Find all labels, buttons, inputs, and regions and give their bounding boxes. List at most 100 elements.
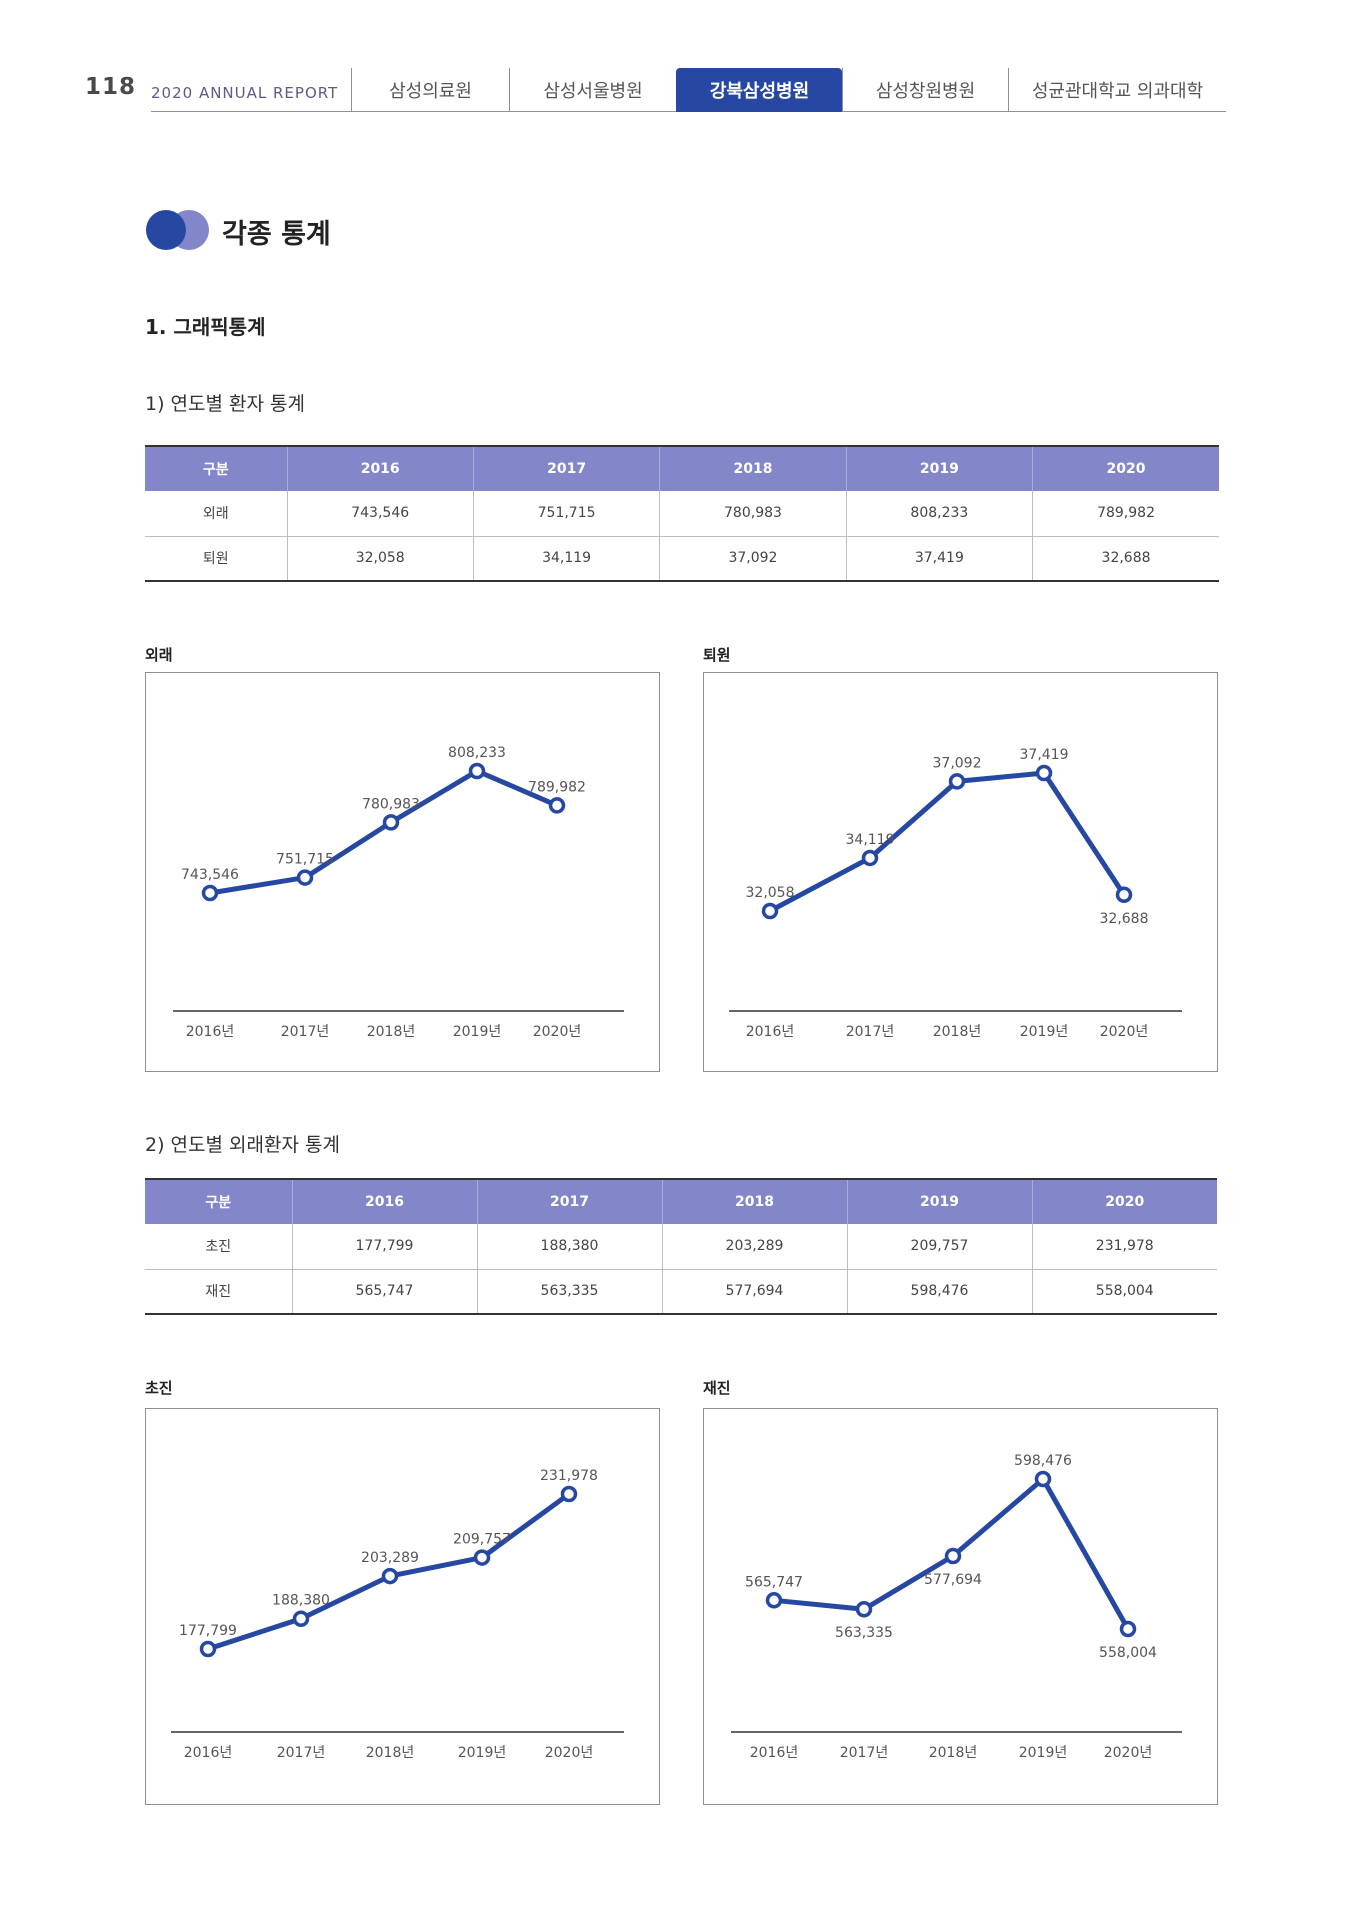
- x-tick-label: 2019년: [1020, 1024, 1069, 1040]
- data-label: 563,335: [835, 1625, 893, 1641]
- table-row: 초진 177,799 188,380 203,289 209,757 231,9…: [145, 1224, 1217, 1269]
- table-header-cell: 2016: [292, 1179, 478, 1224]
- report-title: 2020 ANNUAL REPORT: [151, 84, 339, 102]
- table-cell: 558,004: [1032, 1268, 1217, 1314]
- nav-tab-kangbuk-samsung-hospital[interactable]: 강북삼성병원: [676, 68, 842, 112]
- data-label: 32,688: [1100, 911, 1149, 927]
- table-header-cell: 2016: [287, 446, 474, 491]
- table-header-cell: 2019: [846, 446, 1034, 491]
- chart-title-first-visit: 초진: [145, 1379, 173, 1397]
- table-cell: 209,757: [847, 1224, 1033, 1269]
- nav-tab-samsung-seoul-hospital[interactable]: 삼성서울병원: [509, 68, 676, 112]
- data-label: 743,546: [181, 867, 239, 883]
- table-row: 재진 565,747 563,335 577,694 598,476 558,0…: [145, 1268, 1217, 1314]
- discharge-line-chart: 32,058 2016년 34,119 2017년 37,092 2018년 37,419 2…: [729, 747, 1182, 1040]
- data-label: 751,715: [276, 852, 334, 868]
- data-label: 780,983: [362, 796, 420, 812]
- section-title: 각종 통계: [222, 219, 331, 250]
- table2-title: 2) 연도별 외래환자 통계: [145, 1134, 340, 1156]
- data-point: [1115, 886, 1133, 904]
- table-header-cell: 2020: [1032, 1179, 1217, 1224]
- hospital-nav: 삼성의료원 삼성서울병원 강북삼성병원 삼성창원병원 성균관대학교 의과대학: [351, 68, 1226, 112]
- table-cell: 37,419: [846, 535, 1034, 581]
- x-tick-label: 2017년: [840, 1745, 889, 1761]
- data-point: [861, 849, 879, 867]
- page-number: 118: [85, 74, 137, 100]
- data-point: [948, 773, 966, 790]
- data-label: 558,004: [1099, 1645, 1157, 1661]
- data-point: [381, 1567, 399, 1585]
- data-point: [765, 1592, 783, 1609]
- data-point: [548, 797, 566, 814]
- x-tick-label: 2016년: [746, 1024, 795, 1040]
- table-header-cell: 2017: [477, 1179, 663, 1224]
- x-tick-label: 2018년: [933, 1024, 982, 1040]
- table-header-cell: 구분: [145, 446, 288, 491]
- discharge-chart: 32,058 2016년 34,119 2017년 37,092 2018년 37,419 2…: [703, 672, 1218, 1072]
- table-header-cell: 구분: [145, 1179, 293, 1224]
- outpatient-line-chart: 743,546 2016년 751,715 2017년 780,983 2018년 808,…: [173, 745, 624, 1040]
- patient-stats-table: 구분 2016 2017 2018 2019 2020 외래 743,546 7…: [145, 445, 1219, 582]
- table-cell: 743,546: [287, 491, 474, 536]
- nav-tab-samsung-changwon-hospital[interactable]: 삼성창원병원: [842, 68, 1008, 112]
- table-header-cell: 2020: [1032, 446, 1219, 491]
- series-line: [767, 770, 1127, 914]
- data-label: 32,058: [746, 885, 795, 901]
- data-label: 565,747: [745, 1574, 803, 1590]
- nav-tab-skku-medicine[interactable]: 성균관대학교 의과대학: [1008, 68, 1226, 112]
- data-label: 188,380: [272, 1593, 330, 1609]
- section-bullet-icon: [146, 210, 209, 250]
- x-tick-label: 2017년: [281, 1024, 330, 1040]
- first-visit-line-chart: 177,799 2016년 188,380 2017년 203,289 2018년 209,…: [171, 1468, 624, 1761]
- x-tick-label: 2016년: [750, 1745, 799, 1761]
- outpatient-chart: 743,546 2016년 751,715 2017년 780,983 2018년 808,…: [145, 672, 660, 1072]
- data-point: [468, 762, 486, 780]
- data-point: [292, 1610, 310, 1627]
- data-label: 598,476: [1014, 1453, 1072, 1469]
- table-cell: 203,289: [662, 1224, 848, 1269]
- revisit-chart: 565,747 2016년 563,335 2017년 577,694 2018년 598,…: [703, 1408, 1218, 1805]
- table-cell: 789,982: [1097, 505, 1155, 522]
- table-header-cell: 2017: [473, 446, 661, 491]
- nav-tab-samsung-medical-center[interactable]: 삼성의료원: [351, 68, 509, 112]
- table-header-cell: 2018: [659, 446, 847, 491]
- data-point: [1034, 1470, 1052, 1488]
- x-tick-label: 2019년: [1019, 1745, 1068, 1761]
- data-point: [473, 1549, 491, 1566]
- table-header-row: 구분 2016 2017 2018 2019 2020: [145, 1179, 1217, 1224]
- x-tick-label: 2019년: [453, 1024, 502, 1040]
- table-cell: 565,747: [292, 1268, 478, 1314]
- data-point: [855, 1600, 873, 1618]
- data-point: [560, 1485, 578, 1503]
- table-header-cell: 2019: [847, 1179, 1033, 1224]
- table-row: 외래 743,546 751,715 780,983 808,233 789,9…: [145, 491, 1219, 536]
- table-cell: 808,233: [846, 491, 1034, 536]
- table-cell: 34,119: [473, 535, 661, 581]
- data-point: [761, 902, 779, 920]
- table-cell: 퇴원: [145, 535, 288, 581]
- table-cell: 751,715: [473, 491, 661, 536]
- table-header-cell: 2018: [662, 1179, 848, 1224]
- chart-title-revisit: 재진: [703, 1379, 731, 1397]
- chart-title-outpatient: 외래: [145, 646, 173, 664]
- data-label: 37,092: [933, 755, 982, 771]
- table-cell: 177,799: [292, 1224, 478, 1269]
- data-point: [944, 1547, 962, 1565]
- table-cell: 32,688: [1032, 535, 1219, 581]
- table1-title: 1) 연도별 환자 통계: [145, 393, 305, 415]
- table-row: 퇴원 32,058 34,119 37,092 37,419 32,688: [145, 535, 1219, 581]
- x-tick-label: 2018년: [367, 1024, 416, 1040]
- table-cell: 외래: [145, 491, 288, 536]
- x-tick-label: 2019년: [458, 1745, 507, 1761]
- data-label: 37,419: [1020, 747, 1069, 763]
- table-cell: 37,092: [659, 535, 847, 581]
- series-line: [207, 768, 560, 896]
- data-label: 808,233: [448, 745, 506, 761]
- x-tick-label: 2017년: [277, 1745, 326, 1761]
- outpatient-stats-table: 구분 2016 2017 2018 2019 2020 초진 177,799 1…: [145, 1178, 1217, 1315]
- x-tick-label: 2020년: [1100, 1024, 1149, 1040]
- table-cell: 재진: [145, 1268, 293, 1314]
- table-cell: 188,380: [477, 1224, 663, 1269]
- x-tick-label: 2018년: [929, 1745, 978, 1761]
- table-cell: 32,058: [287, 535, 474, 581]
